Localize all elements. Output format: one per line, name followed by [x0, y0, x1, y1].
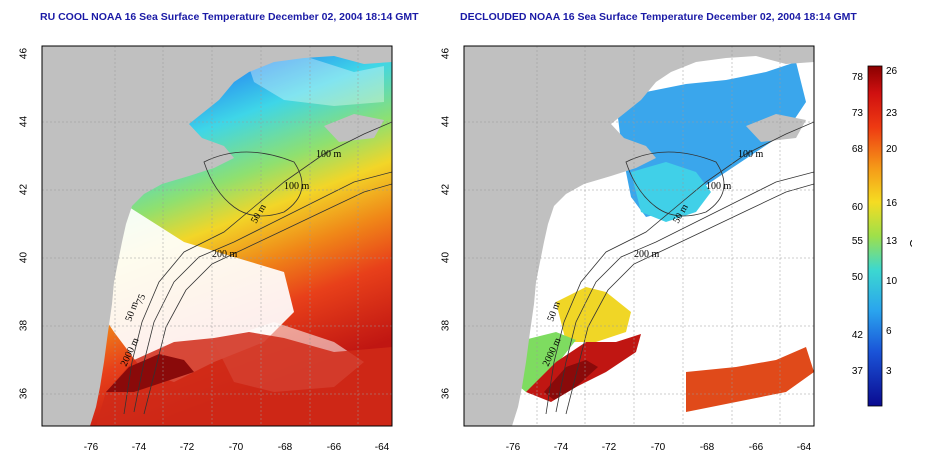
latitude-tick-label: 46 — [18, 47, 30, 60]
celsius-tick: 6 — [886, 326, 892, 337]
longitude-tick-label: -74 — [553, 442, 569, 453]
latitude-tick-label: 38 — [18, 319, 30, 332]
latitude-tick-label: 44 — [440, 115, 452, 128]
bathymetry-contours — [123, 121, 392, 415]
land-mass — [464, 46, 814, 426]
celsius-tick: 20 — [886, 144, 898, 155]
right-sst-map: 100 m 100 m 50 m 200 m 50 m 2000 m — [463, 45, 815, 427]
latitude-tick-label: 36 — [18, 387, 30, 400]
cloud-patch — [244, 52, 384, 106]
sst-patch-hot — [686, 347, 814, 412]
map-frame — [463, 45, 815, 427]
longitude-tick-label: -68 — [277, 442, 293, 453]
fahrenheit-tick: 73 — [852, 108, 863, 119]
fahrenheit-tick: 55 — [852, 236, 863, 247]
lat-lon-grid — [42, 46, 392, 426]
fahrenheit-tick: 37 — [852, 366, 863, 377]
fahrenheit-scale: 78 73 68 60 55 50 42 37 — [852, 72, 863, 377]
right-map-title: DECLOUDED NOAA 16 Sea Surface Temperatur… — [460, 11, 857, 23]
lat-lon-grid — [464, 46, 814, 426]
longitude-tick-label: -76 — [505, 442, 521, 453]
fahrenheit-tick: 60 — [852, 202, 863, 213]
bathymetry-contours — [545, 121, 814, 415]
latitude-tick-label: 38 — [440, 319, 452, 332]
colorbar-gradient — [867, 65, 883, 407]
contour-label: 200 m — [634, 249, 660, 260]
longitude-tick-label: -72 — [601, 442, 617, 453]
contour-label: 100 m — [316, 149, 342, 160]
left-map-title: RU COOL NOAA 16 Sea Surface Temperature … — [40, 11, 419, 23]
longitude-tick-label: -64 — [796, 442, 812, 453]
contour-label: 100 m — [738, 149, 764, 160]
fahrenheit-tick: 50 — [852, 272, 863, 283]
temperature-colorbar: 78 73 68 60 55 50 42 37 26 23 20 16 13 1… — [852, 65, 912, 407]
gulf-stream-core — [106, 354, 194, 392]
celsius-tick: 10 — [886, 276, 898, 287]
longitude-tick-label: -74 — [131, 442, 147, 453]
celsius-tick: 3 — [886, 366, 892, 377]
land-mass — [42, 46, 392, 426]
map-frame — [41, 45, 393, 427]
contour-label: 200 m — [212, 249, 238, 260]
latitude-tick-label: 42 — [18, 183, 30, 196]
sst-patch-mild — [514, 332, 576, 392]
longitude-tick-label: -70 — [228, 442, 244, 453]
land-mass — [746, 114, 806, 142]
gulf-stream-core — [544, 360, 598, 400]
left-sst-map: 100 m 100 m 50 m 200 m 50 m 75 2000 m — [41, 45, 393, 427]
latitude-tick-label: 42 — [440, 183, 452, 196]
fahrenheit-tick: 42 — [852, 330, 863, 341]
latitude-tick-label: 44 — [18, 115, 30, 128]
latitude-tick-label: 36 — [440, 387, 452, 400]
contour-label: 100 m — [706, 181, 732, 192]
gulf-stream-warm-core — [96, 332, 392, 426]
longitude-tick-label: -72 — [179, 442, 195, 453]
longitude-tick-label: -66 — [748, 442, 764, 453]
longitude-tick-label: -66 — [326, 442, 342, 453]
celsius-tick: 13 — [886, 236, 898, 247]
sst-patch-cool — [631, 162, 711, 222]
longitude-tick-label: -68 — [699, 442, 715, 453]
latitude-tick-label: 40 — [18, 251, 30, 264]
contour-label: 100 m — [284, 181, 310, 192]
latitude-tick-label: 46 — [440, 47, 452, 60]
fahrenheit-tick: 78 — [852, 72, 863, 83]
celsius-tick: 16 — [886, 198, 898, 209]
longitude-tick-label: -70 — [650, 442, 666, 453]
celsius-tick: 26 — [886, 66, 898, 77]
celsius-axis-label: °C — [907, 234, 912, 248]
contour-label: 75 — [134, 293, 148, 306]
longitude-tick-label: -64 — [374, 442, 390, 453]
fahrenheit-tick: 68 — [852, 144, 863, 155]
land-mass — [324, 114, 384, 142]
longitude-tick-label: -76 — [83, 442, 99, 453]
celsius-scale: 26 23 20 16 13 10 6 3 — [886, 66, 898, 377]
latitude-tick-label: 40 — [440, 251, 452, 264]
celsius-tick: 23 — [886, 108, 898, 119]
